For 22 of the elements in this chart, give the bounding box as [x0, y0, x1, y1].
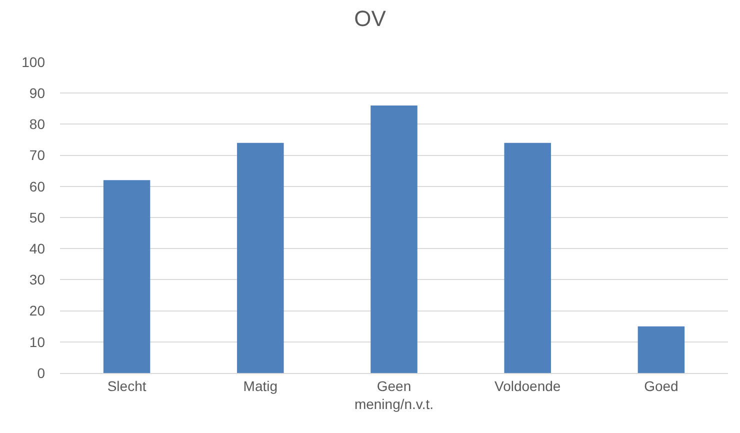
- bar: [504, 142, 551, 373]
- y-tick-label: 50: [29, 209, 46, 226]
- x-tick-label: Slecht: [107, 378, 146, 394]
- bar: [370, 106, 418, 373]
- y-tick-label: 40: [29, 240, 46, 256]
- x-tick-label: Voldoende: [494, 378, 561, 394]
- chart-title: OV: [354, 6, 386, 32]
- y-tick-label: 10: [29, 334, 46, 350]
- y-tick-label: 100: [22, 54, 46, 70]
- y-tick-label: 70: [29, 147, 46, 164]
- y-tick-label: 60: [29, 178, 46, 194]
- y-tick-label: 90: [29, 85, 46, 101]
- y-tick-label: 30: [29, 272, 46, 288]
- bar: [103, 180, 150, 373]
- y-tick-label: 80: [29, 116, 46, 132]
- y-tick-label: 0: [37, 364, 46, 381]
- x-tick-label: Goed: [644, 378, 678, 394]
- x-tick-label: Matig: [243, 378, 278, 394]
- bar: [638, 326, 685, 373]
- x-tick-label: Geen mening/n.v.t.: [354, 378, 434, 412]
- y-tick-label: 20: [29, 302, 46, 319]
- bar: [237, 142, 284, 373]
